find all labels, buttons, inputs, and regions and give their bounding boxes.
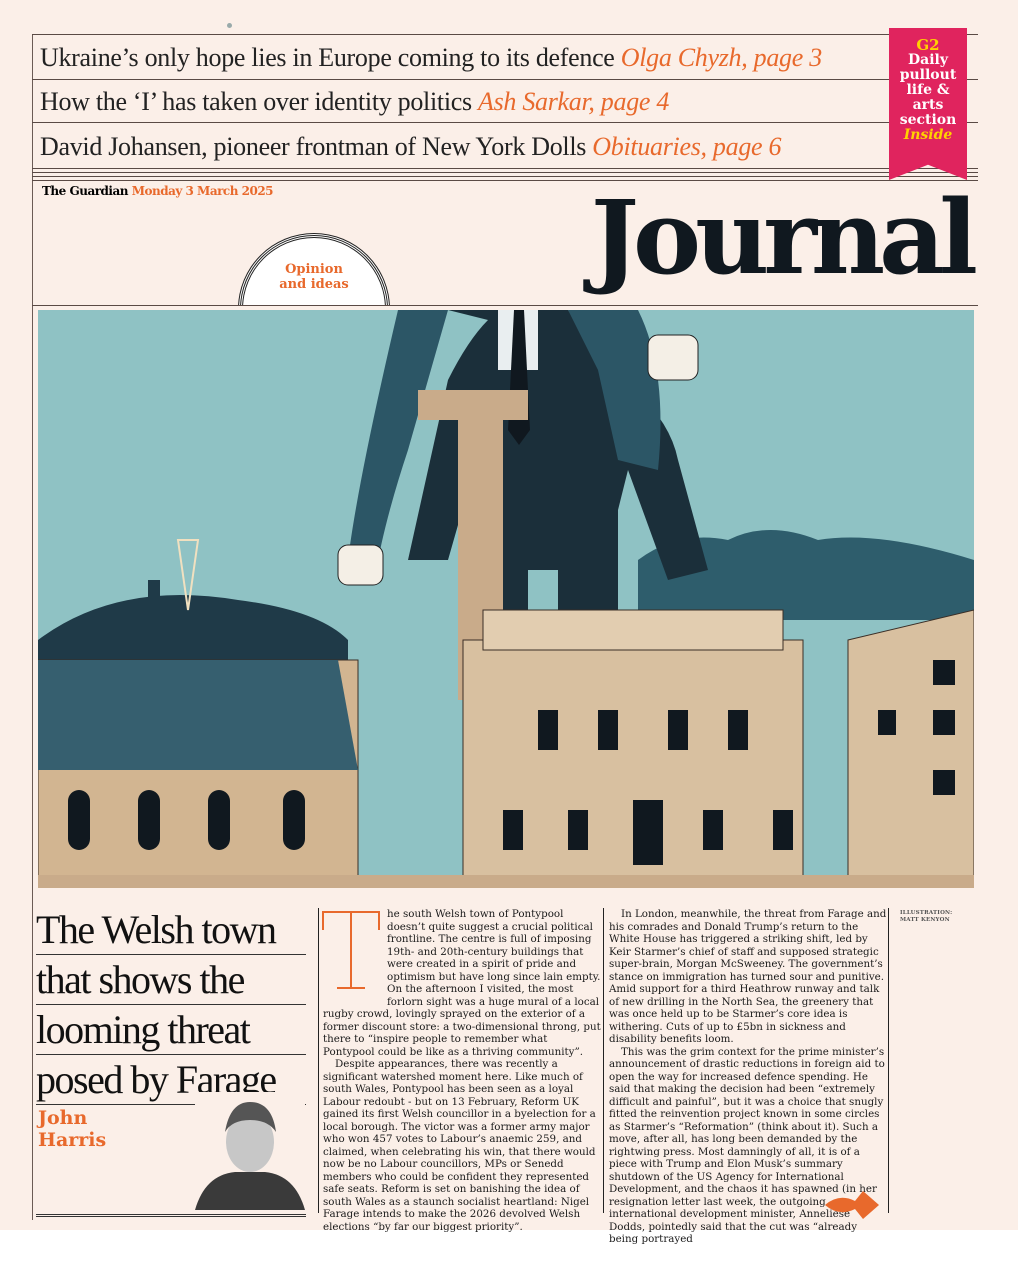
brand-name: The Guardian xyxy=(42,184,129,198)
author-last: Harris xyxy=(38,1129,107,1151)
divider xyxy=(36,1214,306,1217)
article-column-2: In London, meanwhile, the threat from Fa… xyxy=(609,908,887,1246)
column-rule xyxy=(888,908,889,1213)
ribbon-line: arts xyxy=(912,97,944,113)
teaser-text: David Johansen, pioneer frontman of New … xyxy=(40,132,593,161)
ribbon-line: Daily xyxy=(908,52,948,68)
teaser-ref: Olga Chyzh, page 3 xyxy=(620,43,822,72)
credit-label: ILLUSTRATION: xyxy=(900,910,953,916)
teaser-2[interactable]: How the ‘I’ has taken over identity poli… xyxy=(40,87,669,117)
byline: John Harris xyxy=(38,1107,106,1151)
continue-arrow-icon xyxy=(825,1191,879,1219)
issue-date: Monday 3 March 2025 xyxy=(131,184,274,198)
teaser-ref: Ash Sarkar, page 4 xyxy=(478,87,670,116)
teaser-3[interactable]: David Johansen, pioneer frontman of New … xyxy=(40,132,781,162)
page-frame xyxy=(32,34,979,1220)
section-title: Journal xyxy=(590,178,978,298)
ribbon-inside: Inside xyxy=(903,127,953,143)
divider xyxy=(32,305,978,306)
masthead-brand: The Guardian Monday 3 March 2025 xyxy=(42,184,274,198)
divider xyxy=(32,172,978,173)
author-portrait xyxy=(195,1092,305,1210)
author-first: John xyxy=(38,1107,88,1129)
teaser-text: Ukraine’s only hope lies in Europe comin… xyxy=(40,43,621,72)
column-rule xyxy=(318,908,319,1213)
divider xyxy=(32,176,978,177)
article-column-1: he south Welsh town of Pontypool doesn’t… xyxy=(321,908,601,1233)
headline-line: looming threat xyxy=(36,1005,306,1055)
divider xyxy=(32,168,978,169)
badge-line: and ideas xyxy=(279,277,349,292)
newspaper-page: Ukraine’s only hope lies in Europe comin… xyxy=(0,0,1018,1245)
headline-line: that shows the xyxy=(36,955,306,1005)
article-headline[interactable]: The Welsh town that shows the looming th… xyxy=(36,905,306,1105)
divider xyxy=(32,122,978,123)
drop-cap xyxy=(321,908,381,998)
paragraph: This was the grim context for the prime … xyxy=(609,1045,885,1246)
ribbon-line: pullout xyxy=(899,67,957,83)
credit-name: MATT KENYON xyxy=(900,917,950,923)
dot xyxy=(227,23,232,28)
teaser-ref: Obituaries, page 6 xyxy=(592,132,782,161)
paragraph: he south Welsh town of Pontypool doesn’t… xyxy=(323,908,601,1058)
g2-label: G2 xyxy=(916,36,940,54)
cover-illustration xyxy=(38,310,974,888)
divider xyxy=(32,34,978,35)
divider xyxy=(32,79,978,80)
teaser-text: How the ‘I’ has taken over identity poli… xyxy=(40,87,479,116)
g2-ribbon[interactable]: G2 Daily pullout life & arts section Ins… xyxy=(889,28,967,180)
headline-line: The Welsh town xyxy=(36,905,306,955)
opinion-badge: Opinion and ideas xyxy=(236,230,396,305)
teaser-1[interactable]: Ukraine’s only hope lies in Europe comin… xyxy=(40,43,822,73)
ribbon-line: section xyxy=(899,112,957,128)
column-rule xyxy=(603,908,604,1213)
badge-line: Opinion xyxy=(285,262,343,277)
divider xyxy=(32,180,978,181)
ribbon-line: life & xyxy=(906,82,950,98)
paragraph: In London, meanwhile, the threat from Fa… xyxy=(609,908,887,1045)
illustration-credit: ILLUSTRATION: MATT KENYON xyxy=(900,910,952,924)
paragraph: Despite appearances, there was recently … xyxy=(323,1058,596,1233)
